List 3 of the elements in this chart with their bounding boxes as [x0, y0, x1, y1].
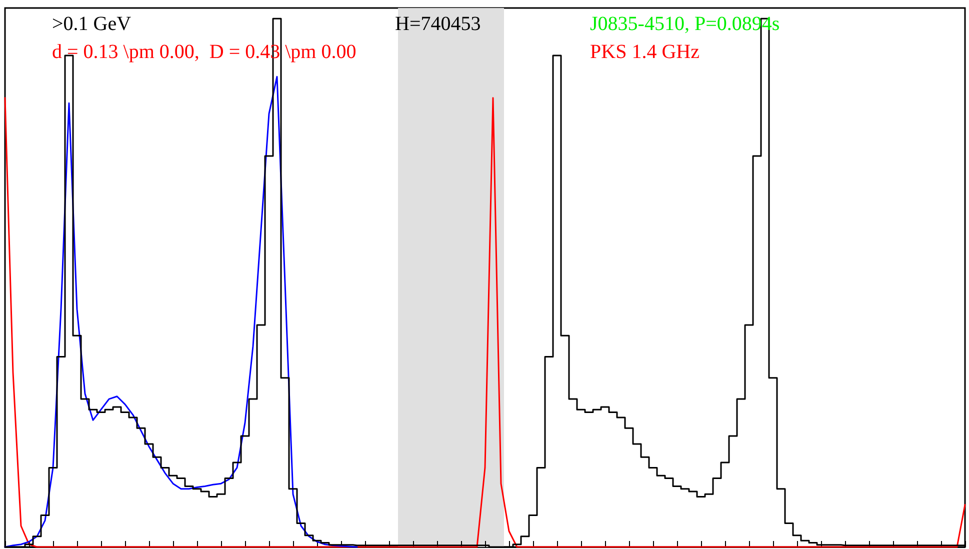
annotation: H=740453 — [395, 13, 481, 35]
annotation: PKS 1.4 GHz — [590, 41, 700, 63]
annotation: >0.1 GeV — [52, 13, 132, 35]
